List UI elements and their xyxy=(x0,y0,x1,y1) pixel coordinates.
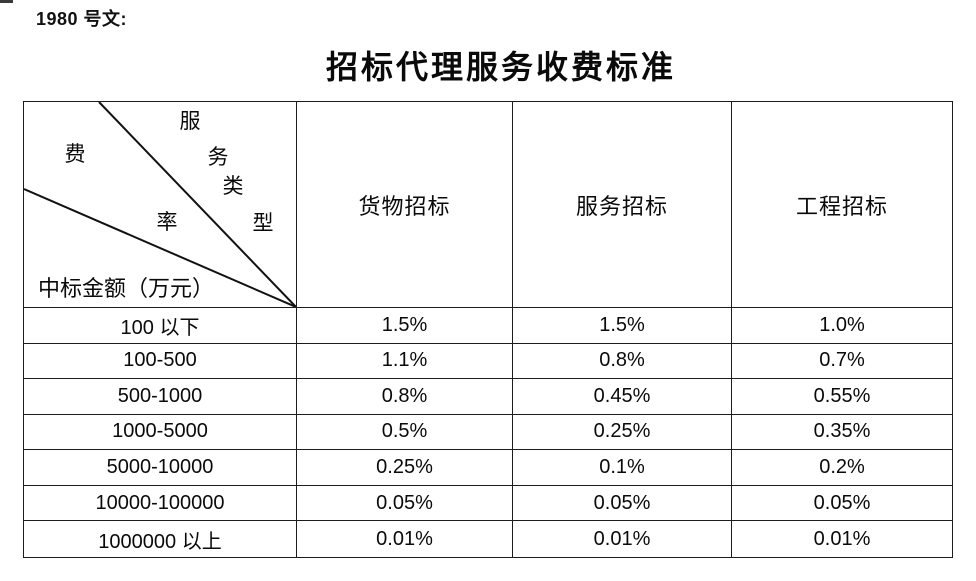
fee-value: 0.25% xyxy=(513,414,732,451)
fee-value: 0.55% xyxy=(732,379,952,415)
fee-value: 0.01% xyxy=(513,521,732,557)
fee-rate-char: 率 xyxy=(156,210,178,234)
row-label: 5000-10000 xyxy=(24,450,297,486)
fee-value: 1.1% xyxy=(297,343,513,380)
fee-value: 1.5% xyxy=(513,308,732,344)
fee-value: 0.01% xyxy=(813,527,871,550)
corner-header-cell: 服 务 类 型 费 率 中标金额（万元） xyxy=(24,102,297,308)
doc-number: 1980 号文: xyxy=(36,9,128,29)
service-type-char: 服 xyxy=(179,109,201,133)
fee-value: 0.1% xyxy=(513,450,732,486)
fee-value: 0.2% xyxy=(732,450,952,486)
fee-value: 0.45% xyxy=(513,379,732,415)
row-label: 500-1000 xyxy=(24,379,297,415)
service-type-char: 型 xyxy=(252,211,274,235)
page-title: 招标代理服务收费标准 xyxy=(325,49,676,85)
fee-value: 0.8% xyxy=(513,343,732,380)
fee-value: 0.35% xyxy=(732,415,952,451)
fee-value: 0.01% xyxy=(297,521,513,557)
fee-value: 0.7% xyxy=(732,344,952,380)
fee-value: 0.05% xyxy=(732,486,952,522)
fee-rate-char: 费 xyxy=(64,142,86,166)
fee-value: 0.05% xyxy=(513,485,732,522)
row-label: 100 以下 xyxy=(24,308,297,344)
row-label: 1000000 以上 xyxy=(24,521,297,557)
title-container: 招标代理服务收费标准 xyxy=(13,42,976,88)
fee-value: 0.8% xyxy=(297,379,513,415)
row-label: 10000-100000 xyxy=(24,485,297,522)
column-header-engineering: 工程招标 xyxy=(732,102,952,308)
crop-artifact xyxy=(0,0,13,3)
fee-value: 1.0% xyxy=(732,308,952,344)
row-label: 100-500 xyxy=(24,343,297,380)
fee-value: 0.25% xyxy=(297,450,513,486)
service-type-char: 类 xyxy=(222,174,244,198)
column-header-goods: 货物招标 xyxy=(297,102,513,308)
amount-axis-label: 中标金额（万元） xyxy=(38,276,215,301)
row-label: 1000-5000 xyxy=(24,414,297,451)
fee-value: 0.05% xyxy=(297,485,513,522)
column-header-service: 服务招标 xyxy=(513,102,732,308)
fee-value: 1.5% xyxy=(297,308,513,344)
fee-standard-table: 服 务 类 型 费 率 中标金额（万元） 货物招标 服务招标 工程招标 100 … xyxy=(23,101,953,558)
service-type-char: 务 xyxy=(207,145,229,169)
diagonal-divider-lines xyxy=(24,102,296,307)
fee-value: 0.5% xyxy=(297,414,513,451)
